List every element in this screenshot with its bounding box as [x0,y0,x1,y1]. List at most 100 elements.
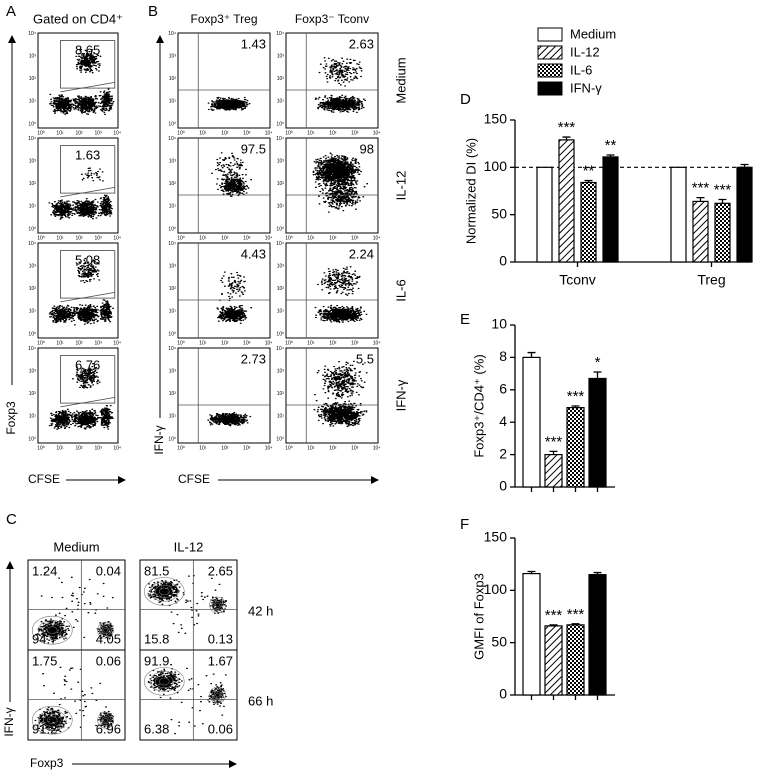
y-tick-label: 10³ [277,263,285,269]
quadrant-value: 94.7 [32,631,57,646]
bar [714,202,731,263]
y-tick-label: 10¹ [277,204,285,210]
y-tick-label: 10⁴ [276,346,284,352]
x-tick-label: 10⁰ [285,340,293,346]
gate-value: 1.63 [75,147,100,162]
quadrant-value: 5.5 [356,351,374,366]
error-bar [571,623,580,625]
error-bar [527,351,536,358]
y-tick-label: 10³ [29,158,37,164]
plot-frame [177,32,271,129]
x-tick-label: 10⁴ [113,130,121,136]
contour [209,686,226,704]
y-tick-label: 10² [29,76,37,82]
y-tick-label: 10¹ [169,204,177,210]
bar [566,407,585,488]
contour [143,577,185,606]
quadrant-value: 1.67 [208,653,233,668]
y-tick-label: 10⁰ [276,436,284,442]
bar [580,181,597,263]
y-tick-label: 6 [499,381,507,397]
significance-label: ** [605,137,617,154]
gate-value: 8.65 [75,42,100,57]
contour [143,667,185,696]
y-tick-label: 10⁴ [168,346,176,352]
column-title: Foxp3⁻ Tconv [295,12,369,26]
panel-label: B [148,3,158,20]
y-tick-label: 10⁴ [276,31,284,37]
error-bar [740,163,749,168]
contour [37,620,67,641]
error-bar [549,624,558,626]
y-tick-label: 10² [29,181,37,187]
y-tick-label: 10² [277,391,285,397]
contour [215,692,220,698]
quadrant-value: 0.06 [208,721,233,736]
bar [522,572,541,696]
bar [544,454,563,488]
legend-swatch [537,45,563,60]
x-tick-label: 10⁰ [37,130,45,136]
x-tick-label: 10⁰ [37,340,45,346]
y-tick-label: 10² [29,391,37,397]
legend-swatch [537,63,563,78]
gate-line [60,82,115,93]
y-tick-label: 10¹ [29,99,37,105]
bar [522,356,541,488]
panel-label: D [460,91,471,108]
panel-label: F [460,516,469,533]
bar [602,156,619,263]
gate [60,40,116,89]
contour [158,677,170,686]
dot-cloud [48,363,114,430]
y-tick-label: 10² [277,181,285,187]
legend-swatch [537,81,563,96]
gate-line [60,397,115,408]
y-axis-label: IFN-γ [2,707,16,736]
y-tick-label: 0 [499,478,507,494]
x-tick-label: 10³ [351,235,359,241]
x-tick-label: 10² [75,235,83,241]
dot-cloud [207,411,252,427]
dot-cloud [312,152,369,213]
quadrant-value: 15.8 [144,631,169,646]
quadrant-value: 6.96 [96,721,121,736]
x-tick-label: Tconv [559,272,596,288]
y-tick-label: 10⁰ [28,226,36,232]
y-tick-label: 10⁰ [168,436,176,442]
x-tick-label: 10¹ [307,130,315,136]
x-tick-label: 10⁰ [37,445,45,451]
legend-swatch [537,27,563,42]
x-tick-label: 10³ [243,235,251,241]
contour [154,674,174,689]
x-tick-label: 10⁴ [113,445,121,451]
x-tick-label: 10⁴ [373,340,381,346]
contour [103,627,108,633]
error-bar [584,179,593,183]
contour [213,601,222,609]
contour [97,621,114,639]
contour [211,599,224,611]
y-tick-label: 0 [499,686,507,702]
x-tick-label: 10¹ [307,340,315,346]
legend-label: Medium [570,26,616,41]
error-bar [718,198,727,204]
contour [209,596,226,614]
bar [536,166,553,263]
x-tick-label: 10⁴ [265,340,273,346]
significance-label: *** [567,606,585,623]
x-tick-label: 10² [329,445,337,451]
y-tick-label: 10⁴ [28,136,36,142]
quadrant-value: 98 [360,141,374,156]
y-tick-label: 10⁰ [168,226,176,232]
x-tick-label: 10⁰ [37,235,45,241]
x-tick-label: Treg [697,272,725,288]
gate [60,355,116,404]
contour [37,710,67,731]
quadrant-value: 2.63 [349,36,374,51]
gate-value: 5.08 [75,252,100,267]
y-tick-label: 10⁴ [276,136,284,142]
x-tick-label: 10⁴ [265,235,273,241]
x-tick-label: 10² [75,445,83,451]
y-tick-label: 10⁰ [28,121,36,127]
